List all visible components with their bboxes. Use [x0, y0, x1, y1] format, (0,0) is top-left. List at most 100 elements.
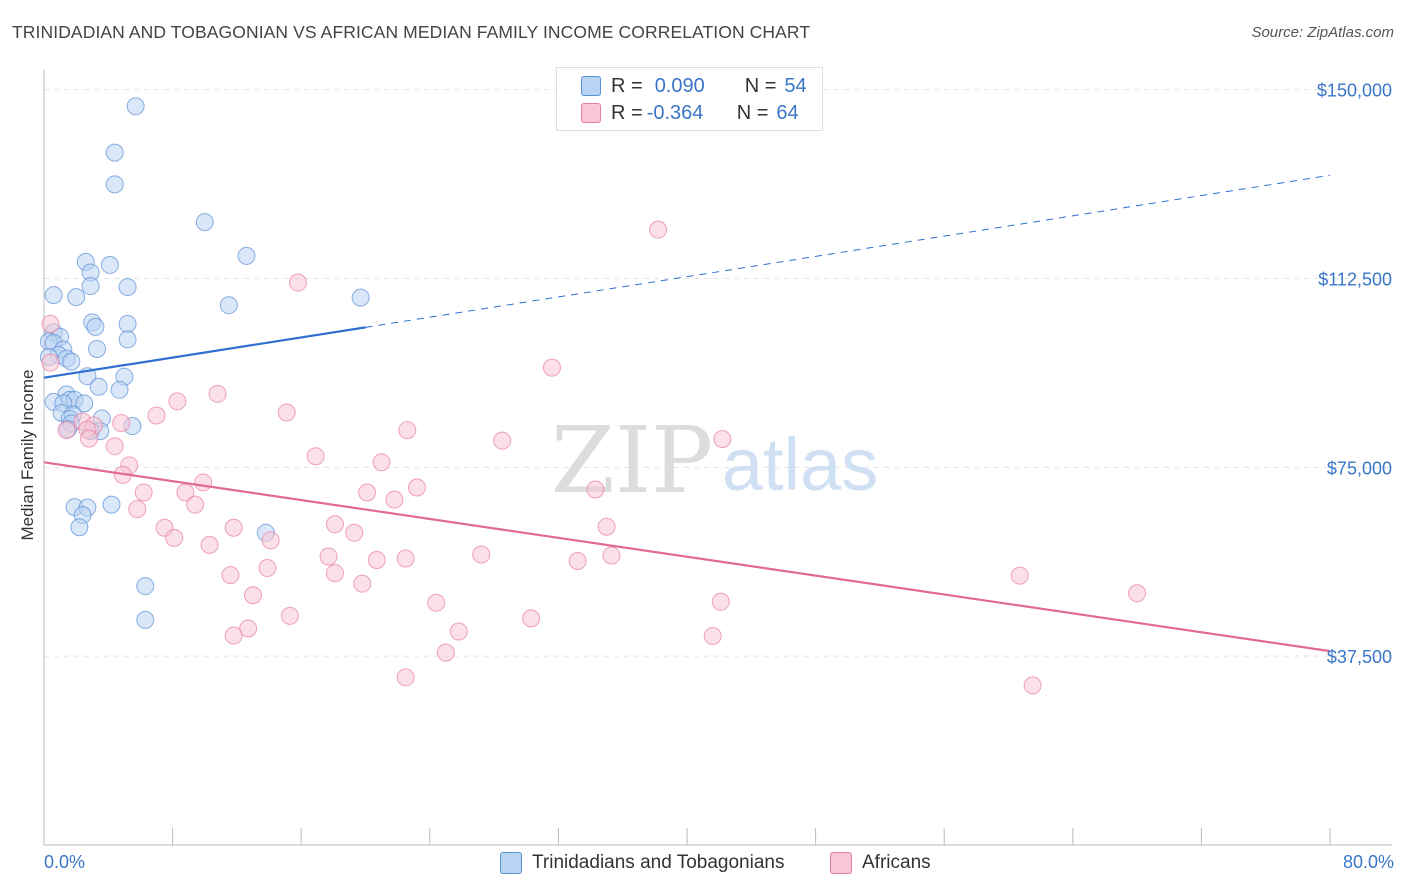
- data-point: [41, 314, 60, 333]
- data-point: [102, 495, 121, 514]
- y-tick-label: $150,000: [1317, 81, 1392, 101]
- data-point: [105, 175, 124, 194]
- data-point: [261, 531, 280, 550]
- data-point: [522, 609, 541, 628]
- data-point: [407, 478, 426, 497]
- trend-lines: [43, 174, 1331, 653]
- legend-r-value: 0.090: [654, 74, 705, 97]
- data-point: [147, 406, 166, 425]
- data-point: [221, 566, 240, 585]
- data-point: [105, 437, 124, 456]
- x-tick-left: 0.0%: [44, 852, 86, 872]
- y-tick-label: $37,500: [1327, 647, 1392, 667]
- correlation-legend: R = 0.090 N = 54 R = -0.364 N = 64: [556, 67, 823, 131]
- data-point: [194, 473, 213, 492]
- legend-row-african: R = -0.364 N = 64: [581, 100, 799, 126]
- data-point: [105, 143, 124, 162]
- watermark: ZIP atlas: [551, 407, 878, 514]
- data-point: [86, 317, 105, 336]
- legend-n-value: 54: [784, 74, 807, 97]
- data-point: [649, 220, 668, 239]
- data-point: [128, 500, 147, 519]
- data-point: [44, 286, 63, 305]
- data-point: [57, 421, 76, 440]
- data-point: [165, 528, 184, 547]
- data-point: [118, 278, 137, 297]
- y-tick-labels: $37,500 $75,000 $112,500 $150,000: [1317, 81, 1392, 667]
- data-point: [110, 380, 129, 399]
- data-point: [713, 430, 732, 449]
- data-point: [306, 447, 325, 466]
- data-point: [325, 515, 344, 534]
- data-point: [75, 394, 94, 413]
- data-point: [568, 551, 587, 570]
- data-point: [118, 314, 137, 333]
- chart-title: TRINIDADIAN AND TOBAGONIAN VS AFRICAN ME…: [12, 22, 811, 42]
- data-point: [126, 97, 145, 116]
- trend-line-trinidadian: [43, 326, 366, 379]
- data-point: [1010, 566, 1029, 585]
- data-point: [219, 296, 238, 315]
- source-label: Source: ZipAtlas.com: [1251, 24, 1394, 41]
- legend-n-value: 64: [776, 101, 799, 124]
- data-point: [243, 586, 262, 605]
- data-point: [136, 610, 155, 629]
- data-point: [258, 559, 277, 578]
- data-point: [81, 277, 100, 296]
- series-legend-swatch-blue: [500, 852, 522, 874]
- data-point: [449, 622, 468, 641]
- data-point: [345, 523, 364, 542]
- data-point: [277, 403, 296, 422]
- data-point: [325, 564, 344, 583]
- data-point: [542, 358, 561, 377]
- data-point: [396, 549, 415, 568]
- data-point: [351, 288, 370, 307]
- axes: [43, 70, 1392, 846]
- data-point: [70, 518, 89, 537]
- data-point: [597, 517, 616, 536]
- data-point: [1128, 584, 1147, 603]
- series-legend-item-trinidadian: Trinidadians and Tobagonians: [500, 852, 784, 874]
- series-legend-label: Trinidadians and Tobagonians: [532, 852, 785, 873]
- data-point: [288, 273, 307, 292]
- legend-n-label: N =: [744, 74, 777, 97]
- data-point: [134, 483, 153, 502]
- data-point: [168, 392, 187, 411]
- data-point: [1023, 676, 1042, 695]
- legend-r-value: -0.364: [646, 101, 704, 124]
- data-point: [67, 288, 86, 307]
- watermark-atlas: atlas: [722, 423, 878, 506]
- data-point: [224, 518, 243, 537]
- data-point: [472, 545, 491, 564]
- legend-swatch-blue: [581, 76, 601, 96]
- data-point: [703, 627, 722, 646]
- data-point: [396, 668, 415, 687]
- data-point: [89, 377, 108, 396]
- y-axis-label: Median Family Income: [18, 369, 37, 541]
- data-point: [353, 574, 372, 593]
- series-african-points: [41, 220, 1147, 695]
- legend-row-trinidadian: R = 0.090 N = 54: [581, 73, 807, 99]
- data-point: [200, 535, 219, 554]
- data-point: [112, 414, 131, 433]
- trend-line-african: [43, 461, 1331, 653]
- series-legend-item-african: Africans: [830, 852, 931, 874]
- data-point: [436, 643, 455, 662]
- data-point: [80, 429, 99, 448]
- data-point: [493, 431, 512, 450]
- data-point: [195, 213, 214, 232]
- data-point: [427, 593, 446, 612]
- data-point: [319, 547, 338, 566]
- data-point: [385, 490, 404, 509]
- watermark-zip: ZIP: [551, 407, 713, 514]
- legend-swatch-pink: [581, 103, 601, 123]
- legend-r-label: R =: [611, 101, 643, 124]
- data-point: [100, 255, 119, 274]
- data-point: [586, 480, 605, 499]
- legend-r-label: R =: [611, 74, 643, 97]
- series-legend-label: Africans: [862, 852, 931, 873]
- series-legend: Trinidadians and Tobagonians Africans: [0, 852, 1406, 878]
- y-tick-label: $112,500: [1318, 270, 1392, 290]
- y-tick-label: $75,000: [1327, 458, 1392, 478]
